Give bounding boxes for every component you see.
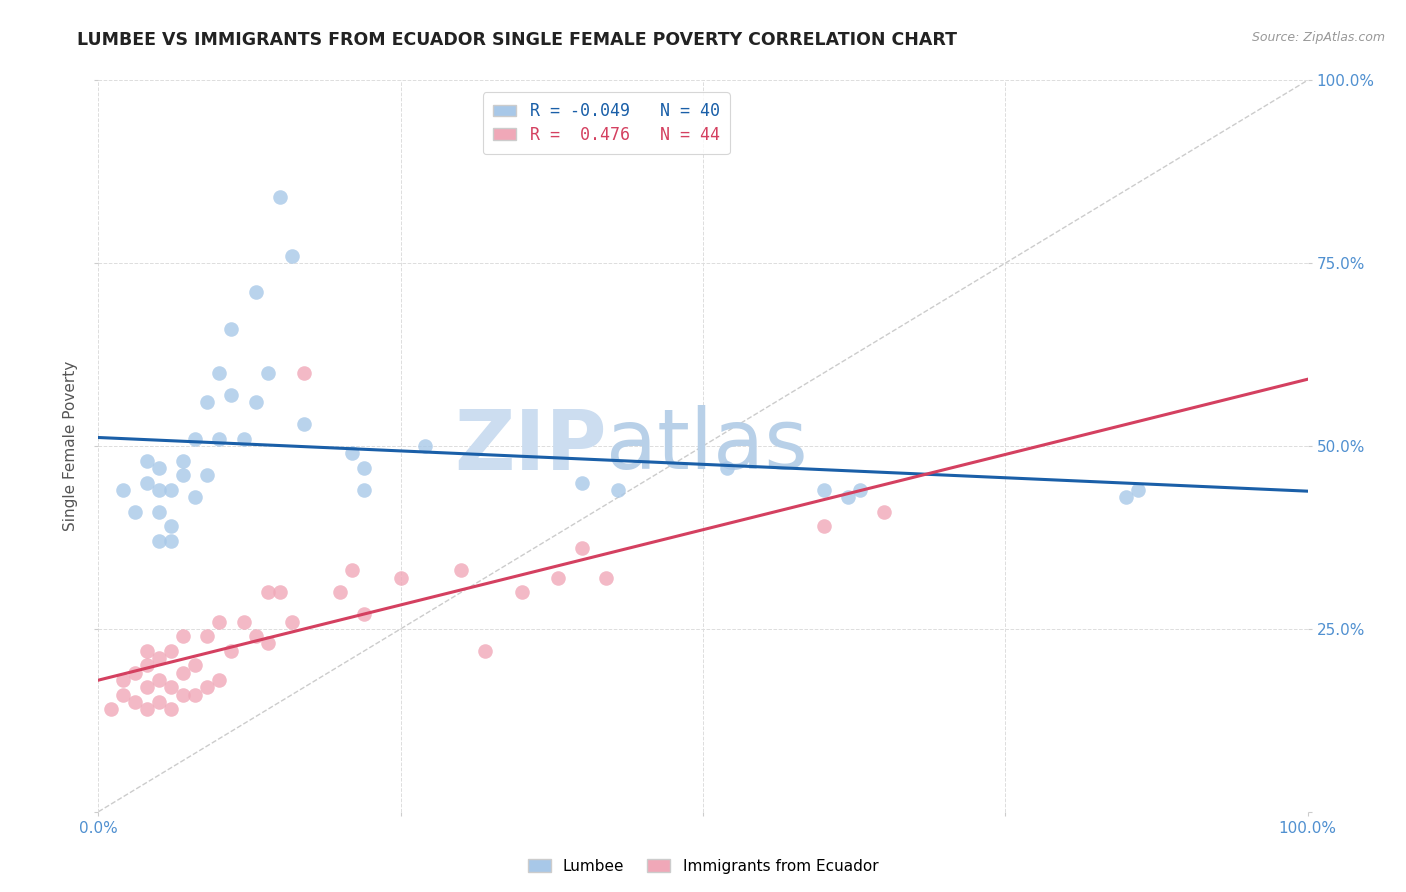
Point [353, 483, 375, 497]
Point [148, 483, 170, 497]
Y-axis label: Single Female Poverty: Single Female Poverty [63, 361, 79, 531]
Point [195, 395, 218, 409]
Point [208, 615, 231, 629]
Point [1115, 490, 1137, 504]
Point [595, 571, 617, 585]
Point [135, 644, 157, 658]
Point [269, 585, 291, 599]
Point [135, 475, 157, 490]
Point [873, 505, 896, 519]
Point [184, 658, 207, 673]
Point [172, 665, 194, 680]
Point [292, 417, 315, 431]
Point [849, 483, 872, 497]
Point [148, 673, 170, 687]
Point [148, 505, 170, 519]
Point [716, 461, 738, 475]
Point [245, 629, 267, 643]
Point [111, 673, 134, 687]
Point [413, 439, 436, 453]
Point [813, 483, 835, 497]
Point [571, 541, 593, 556]
Point [292, 366, 315, 380]
Point [245, 285, 267, 300]
Point [195, 681, 218, 695]
Point [269, 190, 291, 204]
Point [837, 490, 859, 504]
Text: atlas: atlas [606, 406, 808, 486]
Point [124, 665, 146, 680]
Point [221, 644, 243, 658]
Point [208, 432, 231, 446]
Point [195, 468, 218, 483]
Legend: R = -0.049   N = 40, R =  0.476   N = 44: R = -0.049 N = 40, R = 0.476 N = 44 [482, 92, 730, 154]
Point [172, 468, 194, 483]
Point [813, 519, 835, 533]
Point [135, 681, 157, 695]
Point [100, 702, 122, 716]
Point [124, 505, 146, 519]
Point [329, 585, 352, 599]
Point [256, 585, 278, 599]
Point [184, 688, 207, 702]
Point [184, 490, 207, 504]
Legend: Lumbee, Immigrants from Ecuador: Lumbee, Immigrants from Ecuador [522, 853, 884, 880]
Point [208, 366, 231, 380]
Point [135, 453, 157, 467]
Point [281, 249, 304, 263]
Text: ZIP: ZIP [454, 406, 606, 486]
Point [208, 673, 231, 687]
Point [160, 483, 183, 497]
Point [148, 695, 170, 709]
Point [547, 571, 569, 585]
Point [281, 615, 304, 629]
Point [135, 658, 157, 673]
Point [450, 563, 472, 577]
Point [148, 461, 170, 475]
Point [221, 388, 243, 402]
Point [160, 534, 183, 549]
Point [389, 571, 412, 585]
Point [124, 695, 146, 709]
Point [232, 432, 254, 446]
Point [135, 702, 157, 716]
Point [195, 629, 218, 643]
Point [184, 432, 207, 446]
Point [342, 563, 364, 577]
Point [353, 461, 375, 475]
Point [160, 702, 183, 716]
Point [111, 688, 134, 702]
Point [160, 519, 183, 533]
Point [172, 629, 194, 643]
Point [571, 475, 593, 490]
Point [1128, 483, 1150, 497]
Point [172, 453, 194, 467]
Point [172, 688, 194, 702]
Point [256, 366, 278, 380]
Point [111, 483, 134, 497]
Point [353, 607, 375, 622]
Point [160, 681, 183, 695]
Text: LUMBEE VS IMMIGRANTS FROM ECUADOR SINGLE FEMALE POVERTY CORRELATION CHART: LUMBEE VS IMMIGRANTS FROM ECUADOR SINGLE… [77, 31, 957, 49]
Point [607, 483, 630, 497]
Point [160, 644, 183, 658]
Point [221, 322, 243, 336]
Point [245, 395, 267, 409]
Point [510, 585, 533, 599]
Point [256, 636, 278, 650]
Point [342, 446, 364, 460]
Text: Source: ZipAtlas.com: Source: ZipAtlas.com [1251, 31, 1385, 45]
Point [232, 615, 254, 629]
Point [474, 644, 496, 658]
Point [148, 534, 170, 549]
Point [148, 651, 170, 665]
